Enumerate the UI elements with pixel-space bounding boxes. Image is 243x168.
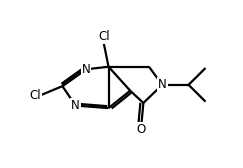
Text: O: O [137,123,146,136]
Text: N: N [158,78,167,91]
Text: N: N [82,63,90,76]
Text: Cl: Cl [29,89,41,102]
Text: Cl: Cl [98,30,110,44]
Text: N: N [71,99,80,112]
